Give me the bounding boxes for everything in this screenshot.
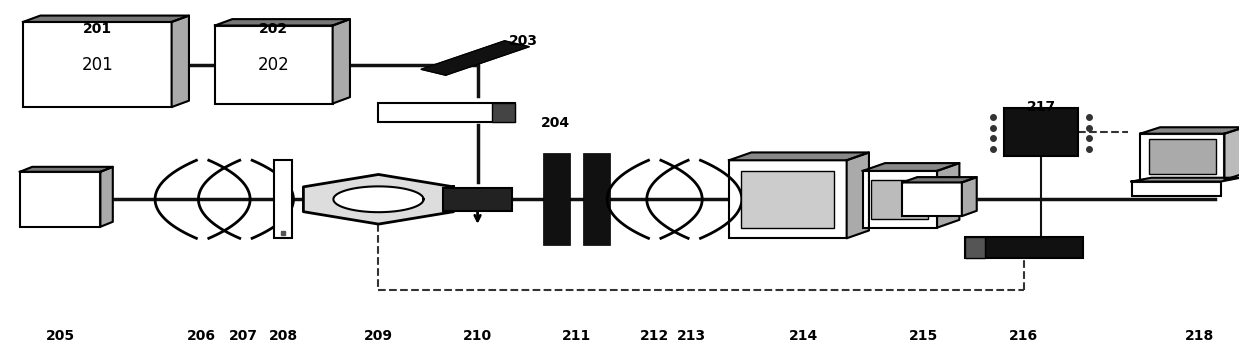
Text: 216: 216 [1009, 329, 1038, 343]
Bar [20, 172, 100, 227]
Polygon shape [962, 177, 977, 216]
Bar [863, 171, 937, 227]
Polygon shape [20, 167, 113, 172]
Text: 214: 214 [789, 329, 818, 343]
Text: 212: 212 [640, 329, 670, 343]
Bar [24, 22, 171, 107]
Text: 205: 205 [46, 329, 74, 343]
Polygon shape [24, 16, 188, 22]
Text: 211: 211 [562, 329, 591, 343]
Text: 206: 206 [187, 329, 216, 343]
Polygon shape [1132, 178, 1240, 182]
Text: 204: 204 [541, 116, 570, 130]
Text: 202: 202 [259, 22, 288, 36]
Polygon shape [1141, 127, 1240, 134]
Bar [274, 160, 291, 238]
Polygon shape [100, 167, 113, 227]
Polygon shape [332, 19, 350, 104]
Bar [444, 188, 512, 211]
Polygon shape [903, 177, 977, 182]
Text: 207: 207 [229, 329, 258, 343]
Text: 209: 209 [365, 329, 393, 343]
Text: 202: 202 [258, 56, 290, 74]
Bar [965, 236, 985, 258]
Bar [492, 103, 515, 122]
Bar [1004, 108, 1079, 156]
Text: 201: 201 [82, 56, 113, 74]
Bar [872, 180, 929, 219]
Bar [378, 103, 515, 122]
Polygon shape [847, 152, 869, 238]
Polygon shape [863, 163, 960, 171]
Bar [215, 26, 332, 104]
Text: 201: 201 [83, 22, 112, 36]
Text: 217: 217 [1027, 100, 1055, 114]
Polygon shape [334, 187, 424, 212]
Text: 210: 210 [463, 329, 492, 343]
Text: 218: 218 [1185, 329, 1214, 343]
Polygon shape [171, 16, 188, 107]
Bar [1132, 182, 1220, 196]
Text: 203: 203 [508, 35, 538, 48]
Polygon shape [729, 152, 869, 160]
Bar [583, 153, 610, 245]
Bar [903, 182, 962, 216]
Polygon shape [937, 163, 960, 227]
Polygon shape [1224, 127, 1240, 180]
Text: 213: 213 [677, 329, 707, 343]
Polygon shape [215, 19, 350, 26]
Bar [1141, 134, 1224, 180]
Bar [729, 160, 847, 238]
Polygon shape [422, 41, 529, 75]
Bar [742, 171, 835, 227]
Text: 215: 215 [909, 329, 939, 343]
Bar [965, 236, 1083, 258]
Text: 208: 208 [269, 329, 298, 343]
Bar [543, 153, 570, 245]
Bar [1149, 139, 1215, 174]
Polygon shape [304, 174, 454, 224]
